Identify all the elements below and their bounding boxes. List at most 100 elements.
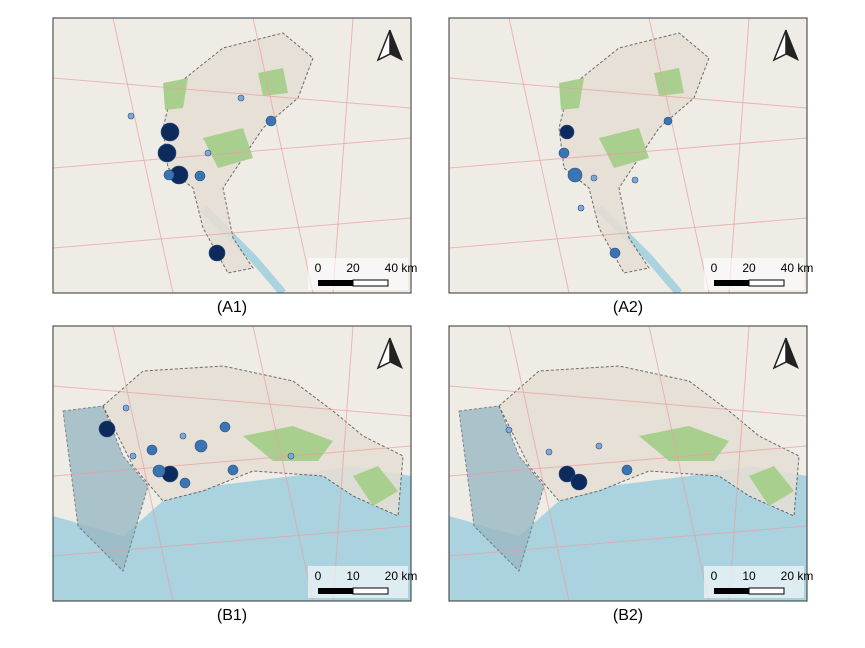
site-bubble: [227, 464, 239, 476]
green-area: [599, 128, 649, 168]
site-bubble: [179, 477, 191, 489]
map-panel: 0 10 20 km (B1): [52, 325, 418, 624]
site-bubble: [163, 169, 175, 181]
panel-label: (B2): [613, 607, 643, 624]
scale-bar-black: [714, 280, 749, 286]
site-bubble: [146, 444, 158, 456]
site-bubble: [204, 149, 212, 157]
site-bubble: [157, 143, 177, 163]
site-bubble: [152, 464, 166, 478]
site-bubble: [219, 421, 231, 433]
site-bubble: [595, 442, 603, 450]
site-bubble: [179, 432, 187, 440]
map-frame: [448, 325, 808, 602]
road: [449, 217, 807, 249]
scale-label: 20: [346, 261, 360, 275]
north-arrow: [772, 29, 799, 62]
green-area: [258, 68, 288, 96]
scale-label: 20 km: [781, 569, 814, 583]
panel-label: (A1): [217, 299, 247, 316]
green-area: [559, 78, 584, 110]
site-bubble: [621, 464, 633, 476]
map-frame: [52, 17, 412, 294]
road: [53, 445, 411, 477]
road: [508, 18, 570, 293]
road: [648, 326, 710, 601]
scale-label: 10: [346, 569, 360, 583]
green-area: [639, 426, 729, 461]
road: [332, 18, 354, 293]
site-bubble: [237, 94, 245, 102]
road: [112, 326, 174, 601]
green-area: [654, 68, 684, 96]
road: [449, 385, 807, 417]
road: [53, 525, 411, 557]
north-arrow: [376, 337, 403, 370]
road: [449, 525, 807, 557]
scale-bar-white: [748, 279, 785, 287]
north-arrow: [376, 29, 403, 62]
scale-label: 0: [315, 569, 322, 583]
scale-bar-white: [352, 279, 389, 287]
scale-bar-black: [318, 588, 353, 594]
site-bubble: [265, 115, 277, 127]
site-bubble: [129, 452, 137, 460]
road: [332, 326, 354, 601]
road: [508, 326, 570, 601]
site-bubble: [208, 244, 226, 262]
map-panel: 0 10 20 km (B2): [448, 325, 814, 624]
site-bubble: [127, 112, 135, 120]
scale-label: 0: [315, 261, 322, 275]
site-bubble: [590, 174, 598, 182]
site-bubble: [567, 167, 583, 183]
scale-label: 0: [711, 569, 718, 583]
map-frame: [448, 17, 808, 294]
scale-bar-black: [714, 588, 749, 594]
site-bubble: [609, 247, 621, 259]
road: [112, 18, 174, 293]
map-frame: [52, 325, 412, 602]
road: [449, 77, 807, 109]
road: [728, 18, 750, 293]
north-arrow-right: [785, 337, 799, 370]
road: [252, 18, 314, 293]
scale-bar-black: [318, 280, 353, 286]
road: [53, 385, 411, 417]
site-bubble: [577, 204, 585, 212]
site-bubble: [505, 426, 513, 434]
green-area: [163, 78, 188, 110]
scale-label: 20 km: [385, 569, 418, 583]
site-bubble: [122, 404, 130, 412]
north-arrow-right: [389, 337, 403, 370]
north-arrow-right: [389, 29, 403, 62]
site-bubble: [98, 420, 116, 438]
road: [728, 326, 750, 601]
map: [449, 326, 807, 601]
map: [53, 326, 411, 601]
map-panel: 0 20 40 km (A2): [448, 17, 814, 316]
site-bubble: [631, 176, 639, 184]
panel-label: (B1): [217, 607, 247, 624]
map-panel: 0 20 40 km (A1): [52, 17, 418, 316]
scale-bar-white: [748, 587, 785, 595]
site-bubble: [545, 448, 553, 456]
scale-bar-white: [352, 587, 389, 595]
north-arrow: [772, 337, 799, 370]
site-bubble: [558, 147, 570, 159]
scale-label: 40 km: [385, 261, 418, 275]
road: [53, 217, 411, 249]
map: [449, 18, 807, 293]
road: [252, 326, 314, 601]
map: [53, 18, 411, 293]
panel-label: (A2): [613, 299, 643, 316]
road: [53, 77, 411, 109]
site-bubble: [570, 473, 588, 491]
scale-label: 40 km: [781, 261, 814, 275]
scale-label: 0: [711, 261, 718, 275]
road: [648, 18, 710, 293]
green-area: [749, 466, 794, 506]
site-bubble: [558, 465, 576, 483]
site-bubble: [559, 124, 575, 140]
site-bubble: [663, 116, 673, 126]
